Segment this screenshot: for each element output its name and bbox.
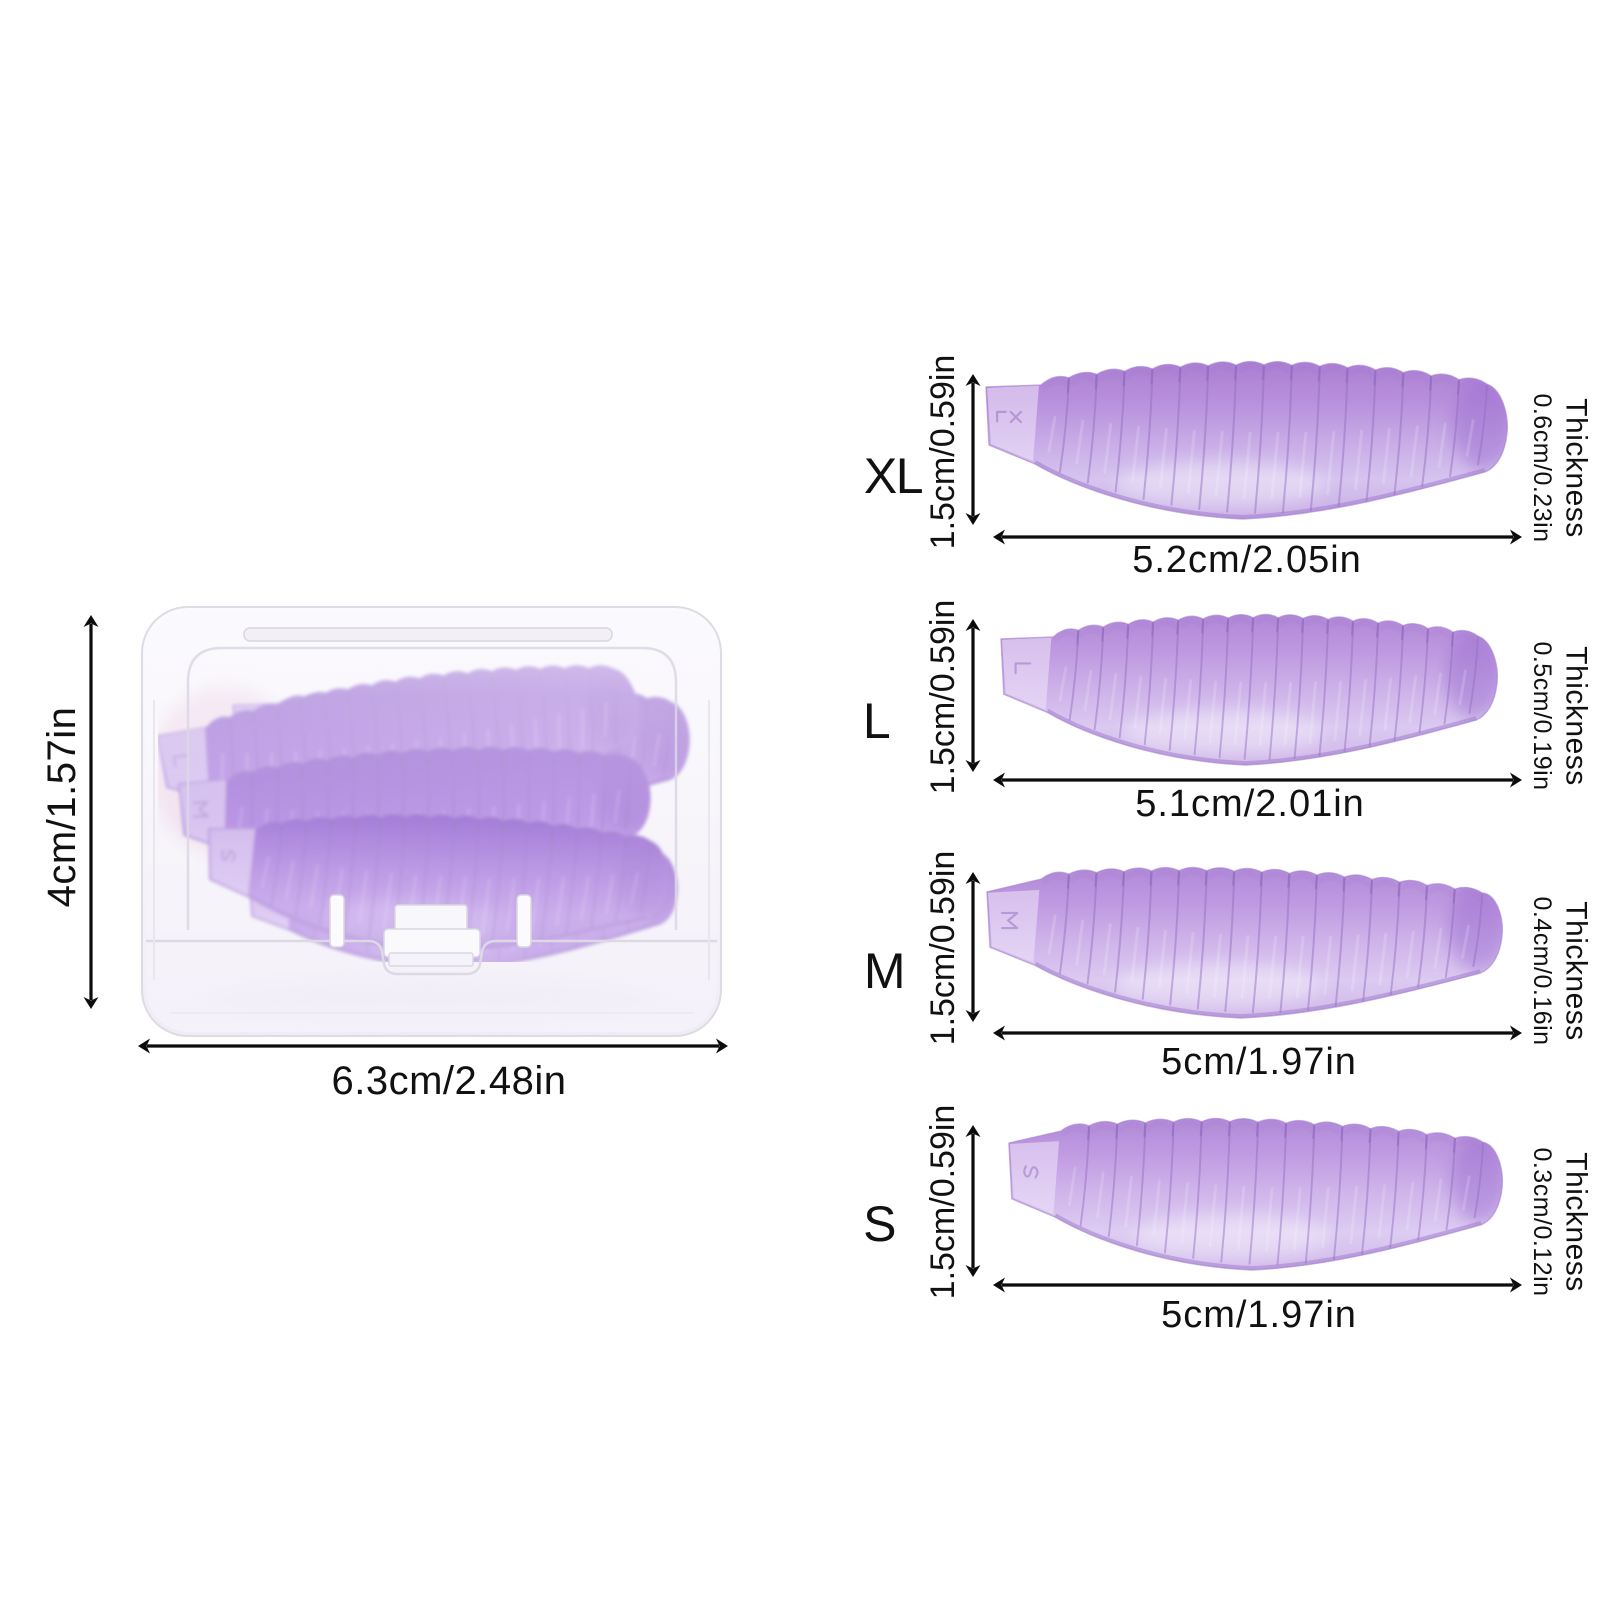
svg-text:4cm/1.57in: 4cm/1.57in [40,707,84,908]
svg-text:1.5cm/0.59in: 1.5cm/0.59in [924,355,962,550]
svg-text:1.5cm/0.59in: 1.5cm/0.59in [924,1105,962,1300]
svg-text:5.2cm/2.05in: 5.2cm/2.05in [1132,539,1362,581]
svg-text:0.5cm/0.19in: 0.5cm/0.19in [1528,641,1556,790]
svg-text:XL: XL [864,448,923,504]
svg-text:5.1cm/2.01in: 5.1cm/2.01in [1135,783,1365,825]
svg-text:L: L [863,693,890,749]
svg-text:6.3cm/2.48in: 6.3cm/2.48in [331,1059,566,1103]
svg-text:M: M [864,943,904,999]
svg-text:0.6cm/0.23in: 0.6cm/0.23in [1528,393,1556,542]
svg-text:5cm/1.97in: 5cm/1.97in [1161,1294,1357,1336]
svg-text:S: S [863,1196,895,1252]
svg-text:0.4cm/0.16in: 0.4cm/0.16in [1528,896,1556,1045]
svg-text:Thickness: Thickness [1560,901,1593,1041]
svg-text:Thickness: Thickness [1560,646,1593,786]
svg-text:Thickness: Thickness [1560,1152,1593,1292]
svg-text:5cm/1.97in: 5cm/1.97in [1161,1041,1357,1083]
svg-text:0.3cm/0.12in: 0.3cm/0.12in [1528,1147,1556,1296]
svg-text:Thickness: Thickness [1560,398,1593,538]
svg-text:1.5cm/0.59in: 1.5cm/0.59in [924,600,962,795]
svg-text:1.5cm/0.59in: 1.5cm/0.59in [924,851,962,1046]
